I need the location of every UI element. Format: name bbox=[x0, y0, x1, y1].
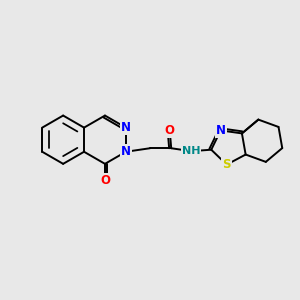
Text: NH: NH bbox=[182, 146, 200, 156]
Text: O: O bbox=[165, 124, 175, 137]
Text: O: O bbox=[100, 174, 110, 188]
Text: S: S bbox=[222, 158, 231, 171]
Text: N: N bbox=[121, 121, 131, 134]
Text: N: N bbox=[216, 124, 226, 137]
Text: N: N bbox=[121, 145, 131, 158]
